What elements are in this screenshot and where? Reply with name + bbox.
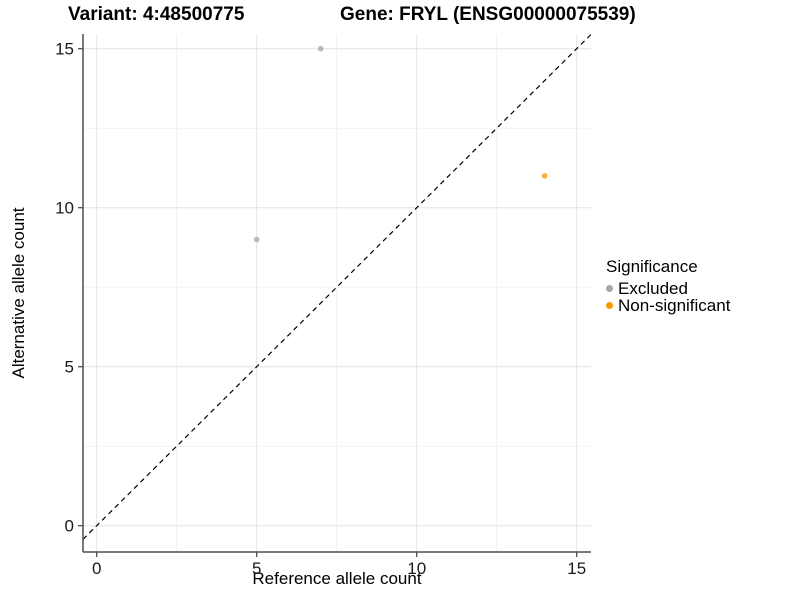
y-tick-label: 10 bbox=[55, 199, 74, 218]
legend-entry-label: Excluded bbox=[618, 278, 688, 298]
legend-dot-icon bbox=[606, 285, 613, 292]
y-tick-label: 0 bbox=[65, 517, 74, 536]
plot-title-gene: Gene: FRYL (ENSG00000075539) bbox=[340, 4, 636, 25]
legend: Significance Excluded Non-significant bbox=[606, 257, 731, 315]
y-axis-label: Alternative allele count bbox=[9, 207, 28, 379]
x-tick-label: 10 bbox=[407, 559, 426, 578]
data-point-excluded bbox=[317, 45, 324, 52]
legend-entry: Excluded bbox=[606, 278, 730, 298]
x-axis-label: Reference allele count bbox=[252, 569, 422, 588]
y-tick-label: 5 bbox=[65, 358, 74, 377]
x-tick-label: 15 bbox=[567, 559, 586, 578]
data-point-excluded bbox=[253, 236, 260, 243]
legend-title: Significance bbox=[606, 257, 698, 276]
plot-title-variant: Variant: 4:48500775 bbox=[68, 4, 245, 25]
y-tick-label: 15 bbox=[55, 40, 74, 59]
x-tick-label: 0 bbox=[92, 559, 101, 578]
data-point-non-significant bbox=[541, 173, 548, 179]
legend-dot-icon bbox=[606, 302, 613, 309]
legend-entry-label: Non-significant bbox=[618, 295, 731, 315]
legend-entry: Non-significant bbox=[606, 295, 731, 315]
identity-dashed-line bbox=[82, 34, 592, 540]
legend-entries: Excluded Non-significant bbox=[606, 278, 731, 315]
x-tick-label: 5 bbox=[252, 559, 261, 578]
